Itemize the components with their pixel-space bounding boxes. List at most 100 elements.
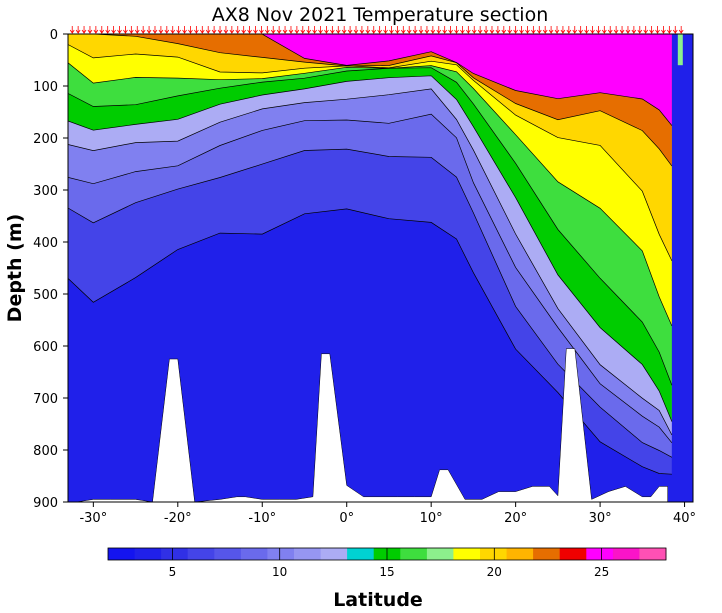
- station-marker: [566, 26, 572, 34]
- station-marker: [359, 26, 365, 34]
- y-tick-label: 700: [33, 392, 58, 407]
- plot-area: [68, 34, 693, 502]
- station-marker: [542, 26, 548, 34]
- station-marker: [324, 26, 329, 34]
- station-marker: [678, 26, 684, 34]
- station-marker: [377, 26, 382, 34]
- station-marker: [312, 26, 317, 34]
- station-marker: [625, 26, 631, 34]
- colorbar-swatch: [187, 548, 215, 560]
- y-tick-label: 200: [33, 132, 58, 147]
- station-marker: [247, 26, 252, 34]
- colorbar-swatch: [161, 548, 189, 560]
- station-marker: [211, 26, 217, 34]
- station-marker: [667, 26, 672, 34]
- station-marker: [81, 26, 87, 34]
- station-marker: [87, 26, 93, 34]
- station-marker: [152, 26, 158, 34]
- station-marker: [288, 26, 294, 34]
- colorbar-swatch: [612, 548, 640, 560]
- station-marker: [519, 26, 524, 34]
- station-marker: [335, 26, 341, 34]
- colorbar-tick-label: 5: [169, 565, 177, 579]
- station-marker: [466, 26, 471, 34]
- station-marker: [158, 26, 164, 34]
- seafloor: [68, 348, 668, 502]
- x-tick-label: 20°: [504, 511, 527, 526]
- station-marker: [199, 26, 205, 34]
- station-marker: [601, 26, 607, 34]
- colorbar-tick-label: 25: [594, 565, 609, 579]
- colorbar-swatch: [533, 548, 561, 560]
- station-marker: [306, 26, 312, 34]
- colorbar-swatch: [506, 548, 534, 560]
- station-marker: [371, 26, 377, 34]
- station-marker: [229, 26, 235, 34]
- x-tick-label: 40°: [673, 511, 696, 526]
- station-marker: [607, 26, 613, 34]
- x-axis-label: Latitude: [333, 589, 423, 611]
- station-marker: [282, 26, 288, 34]
- colorbar-swatch: [320, 548, 348, 560]
- station-marker: [69, 26, 75, 34]
- colorbar-swatch: [426, 548, 454, 560]
- station-marker: [554, 26, 560, 34]
- station-marker: [395, 26, 400, 34]
- station-marker: [341, 26, 347, 34]
- station-marker: [276, 26, 282, 34]
- plot-frame: [67, 33, 694, 503]
- isotherm-22: [68, 34, 673, 167]
- station-marker: [400, 26, 406, 34]
- station-marker: [643, 26, 649, 34]
- station-marker: [406, 26, 412, 34]
- station-marker: [270, 26, 276, 34]
- station-marker: [471, 26, 477, 34]
- isotherm-10: [68, 113, 673, 444]
- isotherm-8: [68, 148, 673, 458]
- colorbar-swatch: [294, 548, 322, 560]
- station-marker: [619, 26, 625, 34]
- station-marker: [111, 26, 116, 34]
- station-marker: [300, 26, 306, 34]
- station-marker: [235, 26, 241, 34]
- station-marker: [418, 26, 424, 34]
- station-marker: [584, 26, 589, 34]
- station-marker: [596, 26, 601, 34]
- isotherm-20: [68, 44, 673, 262]
- station-marker: [672, 26, 678, 34]
- station-marker: [661, 26, 666, 34]
- colorbar-swatch: [267, 548, 295, 560]
- colorbar-swatch: [134, 548, 162, 560]
- colorbar-tick-label: 15: [379, 565, 394, 579]
- station-marker: [117, 26, 122, 34]
- y-tick-label: 300: [33, 184, 58, 199]
- station-marker: [170, 26, 176, 34]
- band-edge-warm: [677, 34, 683, 66]
- station-marker: [294, 26, 300, 34]
- station-marker: [631, 26, 637, 34]
- station-marker: [194, 26, 199, 34]
- station-marker: [389, 26, 394, 34]
- isotherm-18: [68, 62, 673, 327]
- station-marker: [383, 26, 388, 34]
- station-marker: [513, 26, 518, 34]
- station-marker: [637, 26, 643, 34]
- station-marker: [578, 26, 584, 34]
- y-tick-label: 900: [33, 496, 58, 511]
- y-tick-label: 600: [33, 340, 58, 355]
- chart-title: AX8 Nov 2021 Temperature section: [212, 4, 548, 26]
- station-marker: [590, 26, 595, 34]
- station-marker: [330, 26, 335, 34]
- colorbar-swatch: [639, 548, 667, 560]
- station-marker: [501, 26, 507, 34]
- station-marker: [613, 26, 619, 34]
- station-marker: [146, 26, 152, 34]
- station-marker: [241, 26, 247, 34]
- station-marker: [424, 26, 430, 34]
- station-marker: [93, 26, 99, 34]
- station-marker: [572, 26, 578, 34]
- colorbar-swatch: [347, 548, 375, 560]
- station-marker: [353, 26, 359, 34]
- station-marker: [507, 26, 513, 34]
